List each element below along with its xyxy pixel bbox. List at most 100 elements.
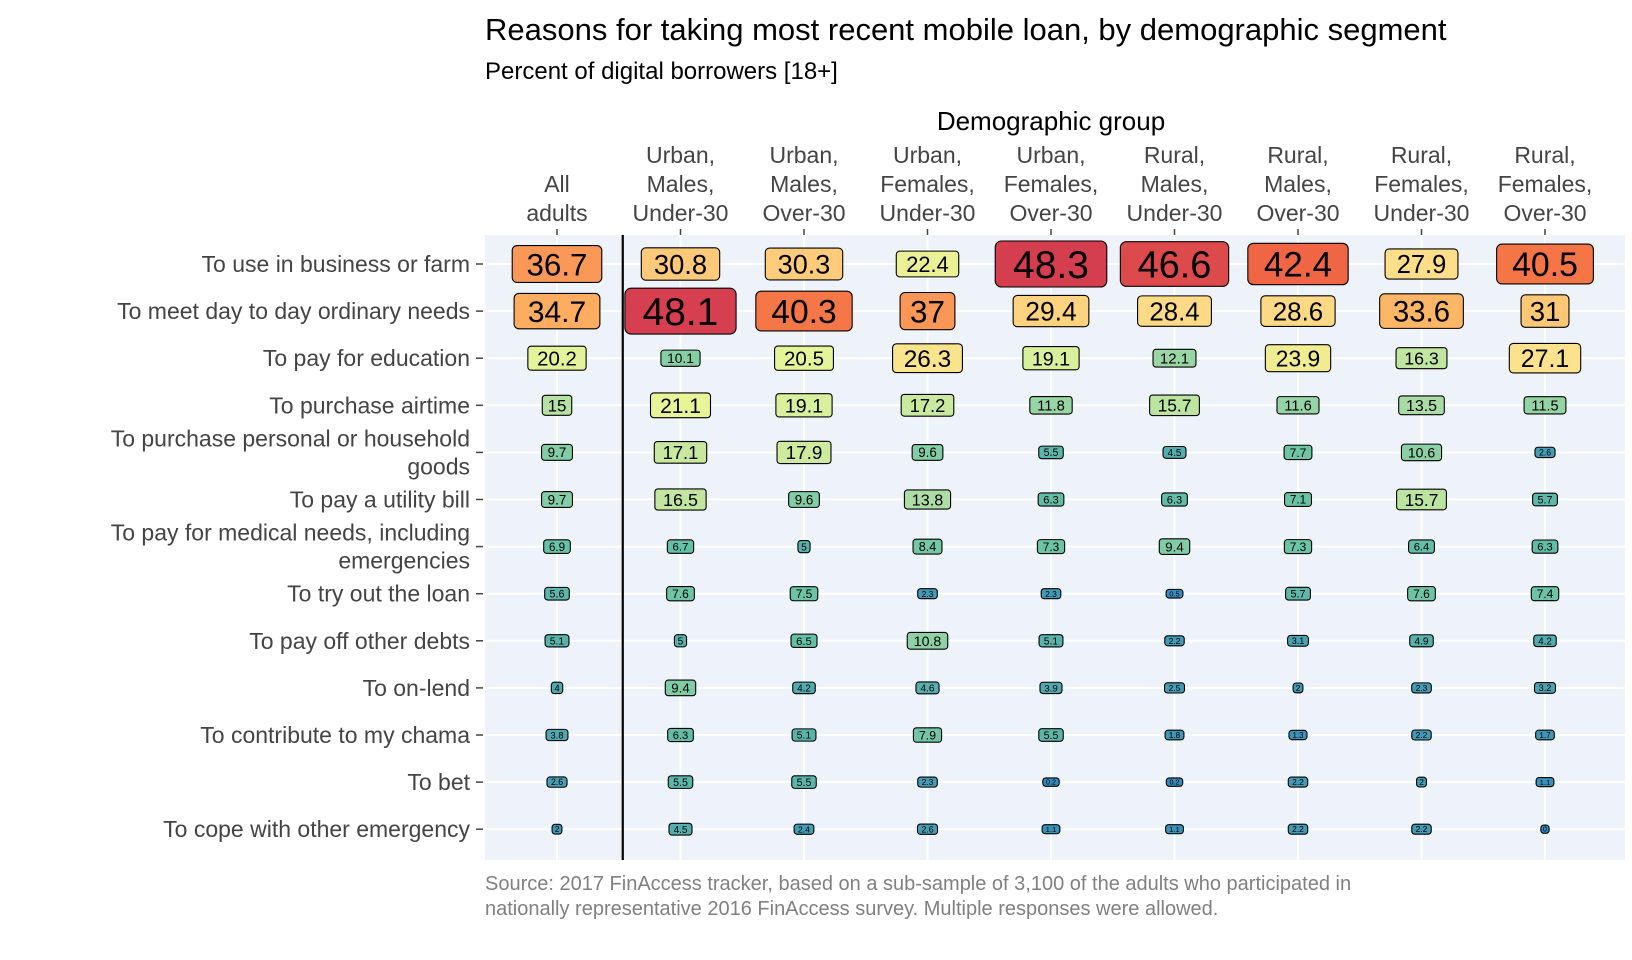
value-box [1533, 681, 1557, 694]
value-box [1260, 295, 1336, 327]
value-label: 30.8 [654, 249, 707, 280]
value-label: 23.9 [1276, 345, 1320, 371]
value-label: 34.7 [528, 296, 586, 329]
value-box [789, 586, 819, 602]
value-box [906, 631, 949, 650]
value-label: 3.9 [1044, 683, 1057, 694]
value-label: 48.1 [643, 291, 719, 334]
column-label: Females, [880, 171, 975, 197]
value-box [660, 349, 701, 367]
value-box [1540, 824, 1550, 834]
value-label: 16.5 [663, 490, 698, 510]
value-box [1276, 396, 1320, 415]
value-label: 15 [548, 396, 567, 415]
value-label: 9.7 [548, 445, 567, 460]
value-label: 13.5 [1406, 398, 1437, 415]
value-box [1531, 539, 1559, 554]
value-box [900, 393, 955, 417]
value-box [1523, 396, 1567, 415]
value-box [666, 539, 695, 554]
column-label: Under-30 [1127, 200, 1223, 226]
value-box [1158, 538, 1191, 555]
value-label: 7.3 [1043, 540, 1060, 554]
value-box [1037, 492, 1065, 507]
value-label: 5.1 [797, 731, 812, 742]
value-label: 7.6 [672, 587, 689, 601]
value-label: 17.9 [786, 442, 823, 463]
chart-subtitle: Percent of digital borrowers [18+] [485, 58, 838, 85]
column-label: Urban, [646, 142, 715, 168]
value-box [1535, 776, 1555, 788]
value-label: 9.7 [548, 492, 567, 507]
value-box [543, 539, 571, 554]
chart-caption: Source: 2017 FinAccess tracker, based on… [485, 873, 1352, 920]
value-label: 16.3 [1404, 349, 1439, 369]
value-box [1534, 446, 1556, 459]
value-label: 4.2 [1538, 636, 1552, 647]
value-label: 7.7 [1290, 446, 1307, 460]
value-label: 6.9 [549, 542, 565, 554]
column-label: Females, [1498, 171, 1593, 197]
chart-title: Reasons for taking most recent mobile lo… [485, 12, 1447, 47]
value-label: 3.8 [550, 730, 563, 741]
column-label: Rural, [1391, 142, 1452, 168]
value-box [1165, 777, 1184, 787]
value-box [667, 775, 694, 789]
value-box [1533, 634, 1557, 648]
row-label: To cope with other emergency [163, 816, 470, 842]
value-label: 2.3 [922, 777, 934, 787]
value-label: 1.8 [1169, 731, 1181, 740]
value-box [541, 394, 573, 416]
value-label: 5 [678, 637, 684, 648]
value-label: 40.3 [771, 294, 837, 331]
value-box [791, 728, 817, 742]
value-label: 2.2 [1169, 636, 1181, 646]
value-label: 9.4 [1165, 539, 1183, 554]
value-label: 27.1 [1521, 345, 1570, 373]
value-label: 1.1 [1046, 825, 1057, 834]
row-label: To try out the loan [287, 581, 470, 607]
x-axis-title: Demographic group [937, 106, 1165, 136]
value-label: 5.1 [1044, 637, 1059, 648]
value-box [1119, 241, 1230, 287]
value-label: 0.2 [1046, 779, 1056, 787]
value-label: 3.1 [1292, 636, 1305, 646]
value-label: 10.6 [1408, 444, 1435, 460]
value-label: 2.2 [1292, 777, 1304, 787]
value-box [1042, 777, 1060, 787]
value-label: 42.4 [1264, 246, 1332, 285]
column-label: Rural, [1514, 142, 1575, 168]
value-box [916, 823, 939, 835]
value-label: 9.6 [918, 445, 937, 460]
value-label: 6.3 [673, 730, 689, 742]
value-label: 31 [1530, 296, 1561, 327]
value-box [546, 776, 568, 788]
value-label: 9.6 [795, 492, 814, 507]
value-box [541, 491, 573, 508]
value-label: 37 [910, 293, 945, 329]
value-label: 1.3 [1293, 731, 1305, 740]
value-box [1283, 444, 1313, 461]
value-label: 4.2 [797, 683, 811, 694]
value-label: 26.3 [904, 346, 952, 373]
value-box [1287, 776, 1309, 788]
column-label: Over-30 [1256, 200, 1339, 226]
value-box [1247, 242, 1349, 286]
value-label: 1.1 [1540, 778, 1551, 787]
value-box [1400, 443, 1443, 462]
column-label: Under-30 [1374, 200, 1470, 226]
value-box [673, 634, 688, 648]
value-label: 5.1 [550, 637, 565, 648]
value-box [1283, 492, 1313, 507]
value-label: 12.1 [1160, 351, 1189, 368]
value-box [1411, 682, 1432, 694]
value-box [764, 247, 844, 281]
value-box [903, 489, 952, 510]
value-box [668, 822, 693, 836]
value-box [1163, 682, 1186, 694]
value-box [792, 681, 816, 695]
row-label: To pay a utility bill [290, 487, 470, 513]
value-label: 10.1 [667, 351, 694, 366]
row-label: emergencies [338, 548, 470, 574]
value-label: 21.1 [660, 395, 701, 418]
